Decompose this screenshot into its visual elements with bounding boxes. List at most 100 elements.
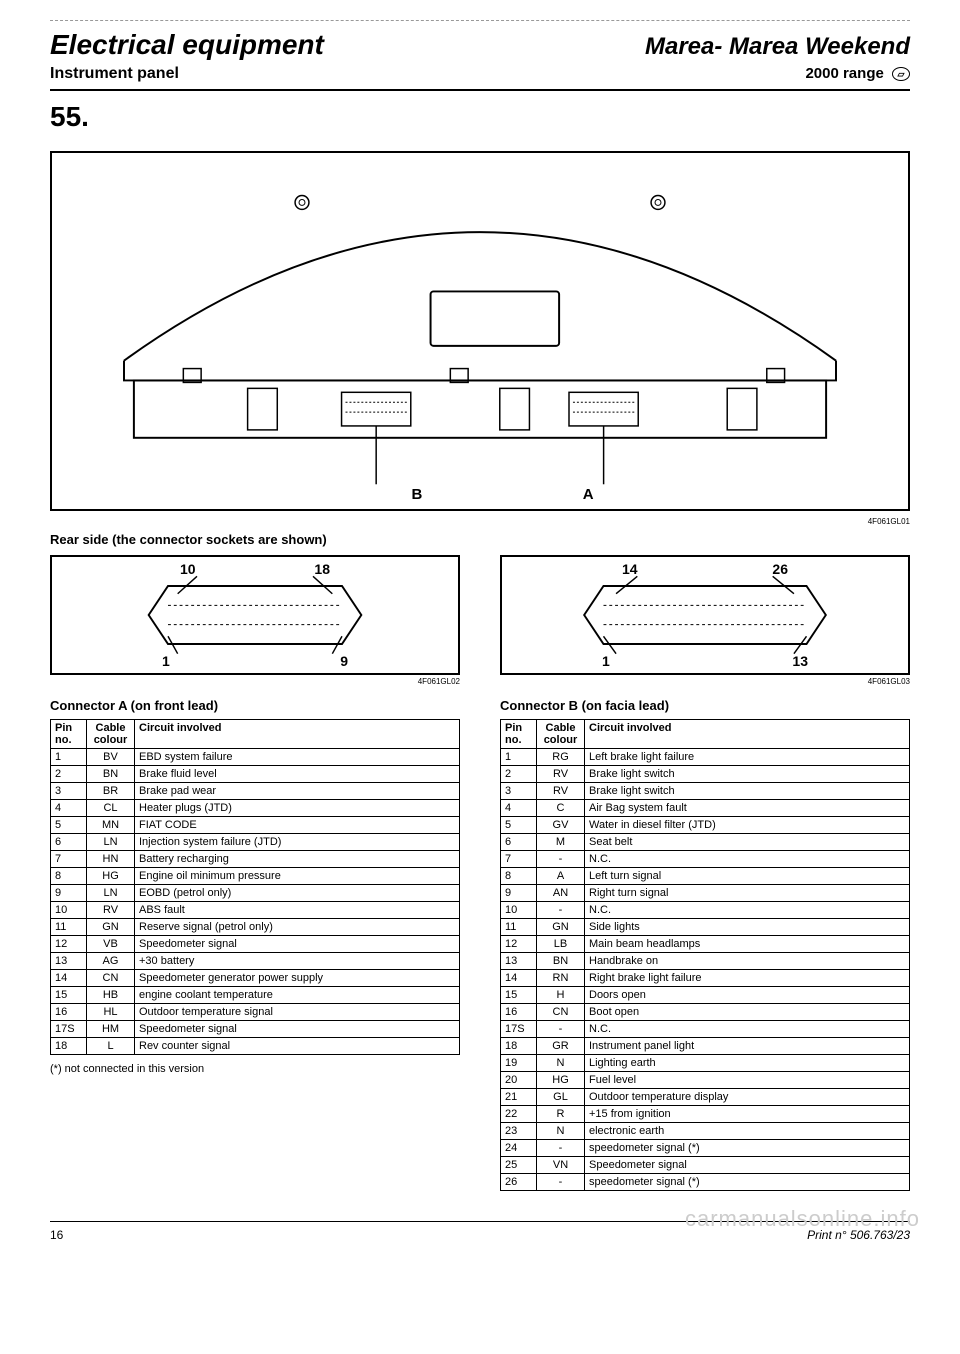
cell-circuit: Left brake light failure — [585, 749, 910, 766]
cell-cable: - — [537, 1174, 585, 1191]
figure-code-a: 4F061GL02 — [50, 677, 460, 686]
cell-cable: - — [537, 1140, 585, 1157]
cell-pin: 11 — [501, 919, 537, 936]
cell-pin: 4 — [501, 800, 537, 817]
table-row: 9ANRight turn signal — [501, 885, 910, 902]
cell-pin: 17S — [501, 1021, 537, 1038]
table-row: 18GRInstrument panel light — [501, 1038, 910, 1055]
cell-circuit: Side lights — [585, 919, 910, 936]
table-row: 4CLHeater plugs (JTD) — [51, 800, 460, 817]
cell-circuit: Main beam headlamps — [585, 936, 910, 953]
cell-pin: 6 — [501, 834, 537, 851]
table-row: 6MSeat belt — [501, 834, 910, 851]
conn-b-num-tr: 26 — [772, 561, 788, 577]
cell-pin: 20 — [501, 1072, 537, 1089]
cell-cable: L — [87, 1038, 135, 1055]
fiat-logo-icon: ▱ — [892, 67, 910, 81]
cell-pin: 1 — [501, 749, 537, 766]
subheader-left: Instrument panel — [50, 65, 179, 83]
cell-circuit: Battery recharging — [135, 851, 460, 868]
cell-circuit: Right brake light failure — [585, 970, 910, 987]
table-row: 3RVBrake light switch — [501, 783, 910, 800]
cell-cable: AG — [87, 953, 135, 970]
cell-cable: LB — [537, 936, 585, 953]
conn-b-num-bl: 1 — [602, 653, 610, 669]
table-row: 14RNRight brake light failure — [501, 970, 910, 987]
cell-circuit: Left turn signal — [585, 868, 910, 885]
cell-circuit: Right turn signal — [585, 885, 910, 902]
footer-print-number: Print n° 506.763/23 — [807, 1228, 910, 1242]
cell-cable: GV — [537, 817, 585, 834]
cell-circuit: EOBD (petrol only) — [135, 885, 460, 902]
cell-pin: 12 — [501, 936, 537, 953]
connector-a-caption: Connector A (on front lead) — [50, 698, 460, 713]
cell-pin: 5 — [501, 817, 537, 834]
cell-cable: RN — [537, 970, 585, 987]
cell-cable: VN — [537, 1157, 585, 1174]
subheader-right: 2000 range ▱ — [805, 65, 910, 82]
table-a-header-row: Pin no. Cable colour Circuit involved — [51, 720, 460, 749]
connector-a-diagram: 10 18 1 9 — [50, 555, 460, 675]
cell-cable: BN — [87, 766, 135, 783]
cell-cable: MN — [87, 817, 135, 834]
cell-circuit: speedometer signal (*) — [585, 1174, 910, 1191]
table-row: 25VNSpeedometer signal — [501, 1157, 910, 1174]
table-row: 8HGEngine oil minimum pressure — [51, 868, 460, 885]
th-cable-a: Cable colour — [87, 720, 135, 749]
diagram-label-a: A — [583, 486, 594, 503]
table-row: 22R+15 from ignition — [501, 1106, 910, 1123]
cell-pin: 19 — [501, 1055, 537, 1072]
cell-pin: 6 — [51, 834, 87, 851]
cell-circuit: Engine oil minimum pressure — [135, 868, 460, 885]
cell-pin: 16 — [51, 1004, 87, 1021]
cell-cable: GL — [537, 1089, 585, 1106]
table-row: 18LRev counter signal — [51, 1038, 460, 1055]
footnote-a: (*) not connected in this version — [50, 1063, 460, 1075]
table-row: 7-N.C. — [501, 851, 910, 868]
cell-pin: 8 — [501, 868, 537, 885]
conn-a-num-bl: 1 — [162, 653, 170, 669]
cell-pin: 4 — [51, 800, 87, 817]
cell-pin: 2 — [51, 766, 87, 783]
subheader-row: Instrument panel 2000 range ▱ — [50, 65, 910, 91]
cell-cable: LN — [87, 834, 135, 851]
cell-circuit: Speedometer generator power supply — [135, 970, 460, 987]
cell-pin: 3 — [501, 783, 537, 800]
cell-cable: R — [537, 1106, 585, 1123]
cell-circuit: ABS fault — [135, 902, 460, 919]
cell-pin: 24 — [501, 1140, 537, 1157]
table-row: 11GNReserve signal (petrol only) — [51, 919, 460, 936]
table-row: 10-N.C. — [501, 902, 910, 919]
cell-circuit: Instrument panel light — [585, 1038, 910, 1055]
cell-pin: 2 — [501, 766, 537, 783]
cell-pin: 10 — [51, 902, 87, 919]
cell-circuit: Injection system failure (JTD) — [135, 834, 460, 851]
cell-circuit: FIAT CODE — [135, 817, 460, 834]
cell-pin: 21 — [501, 1089, 537, 1106]
cell-cable: HL — [87, 1004, 135, 1021]
cell-circuit: Brake fluid level — [135, 766, 460, 783]
cell-circuit: Doors open — [585, 987, 910, 1004]
table-row: 16HLOutdoor temperature signal — [51, 1004, 460, 1021]
cell-circuit: Fuel level — [585, 1072, 910, 1089]
columns: 10 18 1 9 4F061GL02 Connector A (on fron… — [50, 555, 910, 1191]
column-right: 14 26 1 13 4F061GL03 Connector B (on fac… — [500, 555, 910, 1191]
cell-circuit: Water in diesel filter (JTD) — [585, 817, 910, 834]
cell-cable: HG — [87, 868, 135, 885]
cell-circuit: EBD system failure — [135, 749, 460, 766]
cell-circuit: Air Bag system fault — [585, 800, 910, 817]
cell-cable: AN — [537, 885, 585, 902]
cell-circuit: Boot open — [585, 1004, 910, 1021]
header-title-right: Marea- Marea Weekend — [645, 33, 910, 61]
table-row: 1BVEBD system failure — [51, 749, 460, 766]
column-left: 10 18 1 9 4F061GL02 Connector A (on fron… — [50, 555, 460, 1191]
cell-circuit: Lighting earth — [585, 1055, 910, 1072]
cell-pin: 3 — [51, 783, 87, 800]
table-row: 20HGFuel level — [501, 1072, 910, 1089]
table-row: 9LNEOBD (petrol only) — [51, 885, 460, 902]
conn-b-num-tl: 14 — [622, 561, 638, 577]
table-connector-a: Pin no. Cable colour Circuit involved 1B… — [50, 719, 460, 1055]
cell-pin: 1 — [51, 749, 87, 766]
cell-cable: HB — [87, 987, 135, 1004]
cell-cable: N — [537, 1123, 585, 1140]
